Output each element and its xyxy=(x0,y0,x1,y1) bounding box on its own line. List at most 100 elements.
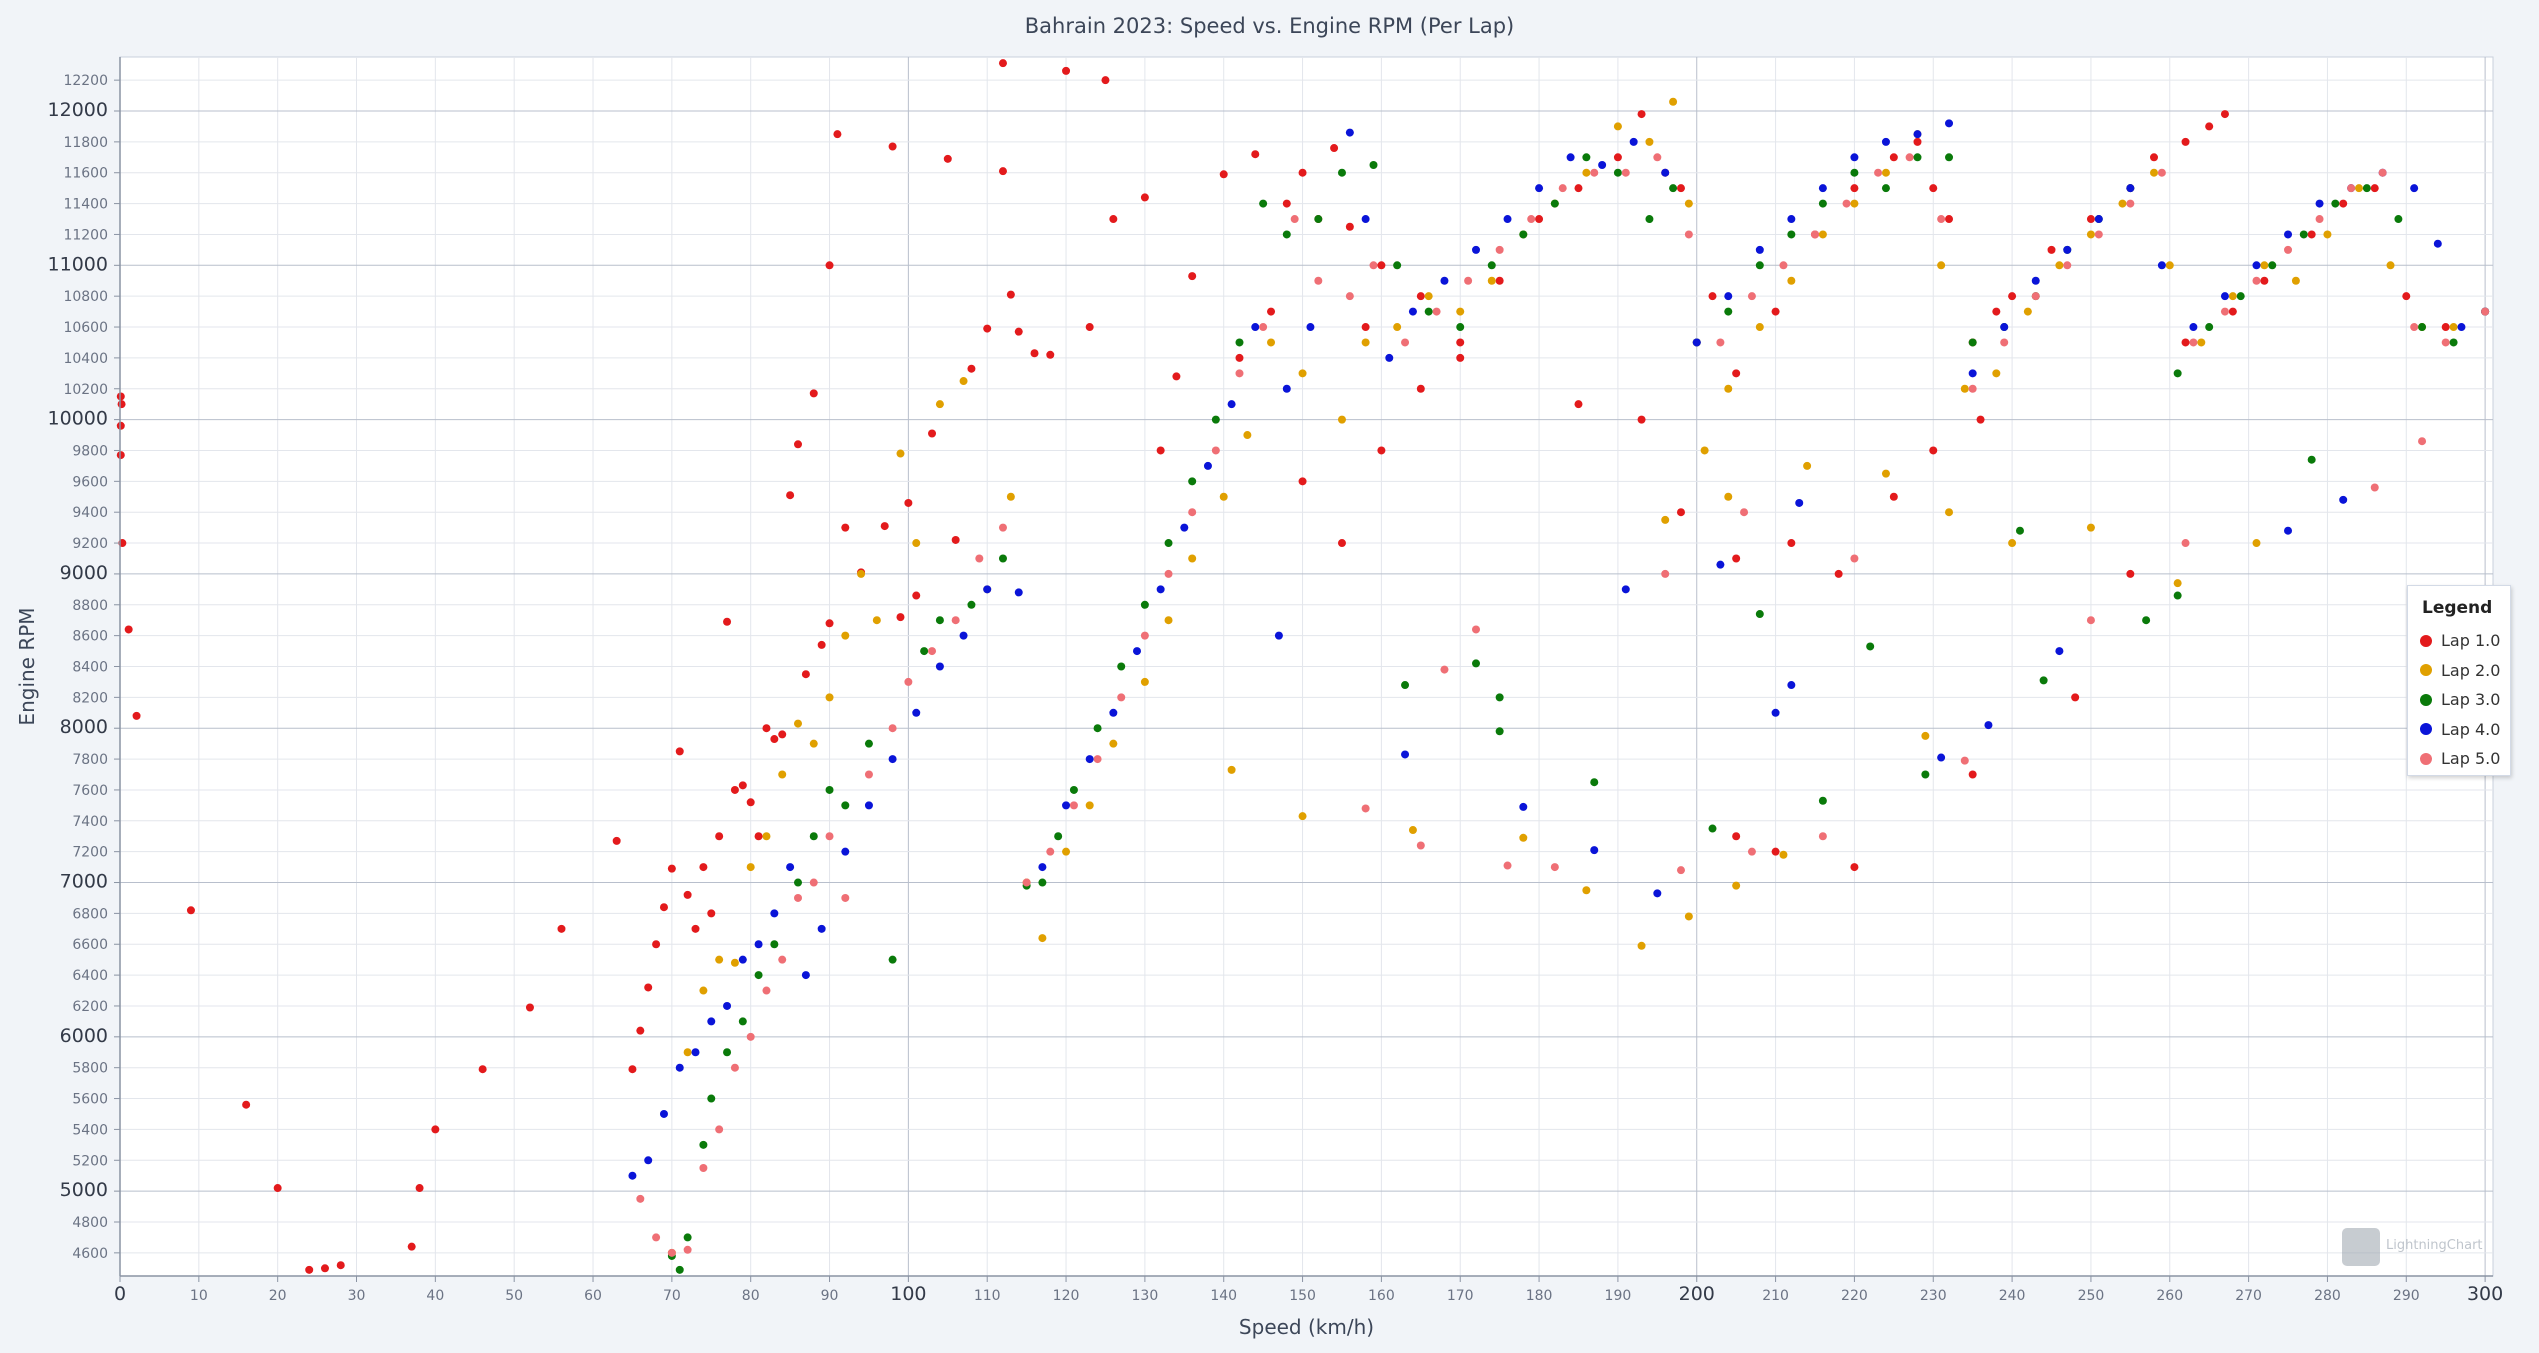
data-point xyxy=(1779,850,1788,859)
data-point xyxy=(794,878,802,887)
data-point xyxy=(1337,415,1346,424)
data-point xyxy=(746,1032,755,1041)
data-point xyxy=(715,955,724,964)
legend-swatch xyxy=(2420,664,2432,677)
data-point xyxy=(1219,492,1228,501)
data-point xyxy=(1716,560,1725,569)
data-point xyxy=(1164,539,1173,548)
x-tick-label: 290 xyxy=(2393,1288,2420,1304)
data-point xyxy=(1921,770,1930,779)
y-tick-label: 5200 xyxy=(72,1153,108,1169)
data-point xyxy=(2157,168,2166,177)
data-point xyxy=(1188,477,1197,486)
data-point xyxy=(841,801,850,810)
data-point xyxy=(2252,539,2261,548)
y-tick-label: 12200 xyxy=(63,73,108,89)
data-point xyxy=(754,971,763,980)
data-point xyxy=(2362,184,2371,193)
data-point xyxy=(935,400,944,409)
data-point xyxy=(912,591,921,600)
data-point xyxy=(1755,245,1764,254)
data-point xyxy=(1771,847,1780,856)
data-point xyxy=(935,662,944,671)
data-point xyxy=(1188,508,1197,517)
data-point xyxy=(1613,153,1622,162)
data-point xyxy=(1140,677,1149,686)
data-point xyxy=(1850,168,1859,177)
x-tick-label: 70 xyxy=(663,1288,681,1304)
legend-items: Lap 1.0 Lap 2.0 Lap 3.0 Lap 4.0 Lap 5.0 xyxy=(2420,626,2510,774)
x-tick-label: 300 xyxy=(2467,1283,2503,1305)
data-point xyxy=(2205,323,2214,332)
data-point xyxy=(809,389,818,398)
data-point xyxy=(2228,307,2237,316)
data-point xyxy=(2181,137,2190,146)
data-point xyxy=(116,392,125,401)
y-tick-label: 6800 xyxy=(72,906,108,922)
data-point xyxy=(305,1265,314,1274)
data-point xyxy=(1590,168,1599,177)
data-point xyxy=(1456,338,1465,347)
data-point xyxy=(1929,184,1938,193)
data-point xyxy=(1109,708,1118,717)
data-point xyxy=(920,647,929,656)
data-point xyxy=(723,617,732,626)
legend-item[interactable]: Lap 4.0 xyxy=(2420,715,2510,745)
data-point xyxy=(2173,579,2182,588)
data-point xyxy=(2094,215,2103,224)
data-point xyxy=(778,770,787,779)
data-point xyxy=(2331,199,2340,208)
data-point xyxy=(2252,276,2261,285)
data-point xyxy=(1377,446,1386,455)
series-lap-5 xyxy=(636,153,2490,1257)
y-tick-label: 11600 xyxy=(63,166,108,182)
data-point xyxy=(983,585,992,594)
data-point xyxy=(1960,756,1969,765)
data-point xyxy=(1456,323,1465,332)
data-point xyxy=(1582,168,1591,177)
data-point xyxy=(809,832,818,841)
data-point xyxy=(715,832,724,841)
data-point xyxy=(912,708,921,717)
data-point xyxy=(1968,384,1977,393)
data-point xyxy=(2299,230,2308,239)
legend-item[interactable]: Lap 1.0 xyxy=(2420,626,2510,656)
data-point xyxy=(1472,659,1480,668)
data-point xyxy=(2086,523,2095,532)
data-point xyxy=(1771,708,1780,717)
y-tick-label: 9000 xyxy=(60,562,108,584)
data-point xyxy=(1014,588,1023,597)
data-point xyxy=(1140,631,1149,640)
data-point xyxy=(1117,693,1126,702)
data-point xyxy=(644,1156,653,1165)
data-point xyxy=(1424,307,1433,316)
data-point xyxy=(730,785,739,794)
data-point xyxy=(730,1063,739,1072)
legend-item[interactable]: Lap 3.0 xyxy=(2420,685,2510,715)
x-tick-label: 220 xyxy=(1841,1288,1868,1304)
data-point xyxy=(1889,492,1898,501)
legend-swatch xyxy=(2420,634,2432,647)
data-point xyxy=(2386,261,2395,270)
y-tick-label: 9800 xyxy=(72,443,108,459)
data-point xyxy=(1298,369,1307,378)
data-point xyxy=(1030,349,1039,358)
data-point xyxy=(1755,610,1764,619)
y-tick-label: 9200 xyxy=(72,536,108,552)
data-point xyxy=(1006,290,1015,299)
data-point xyxy=(2481,307,2490,316)
data-point xyxy=(683,890,692,899)
legend-item[interactable]: Lap 5.0 xyxy=(2420,744,2510,774)
data-point xyxy=(1243,431,1252,440)
data-point xyxy=(2157,261,2166,270)
data-point xyxy=(644,983,653,992)
legend-item[interactable]: Lap 2.0 xyxy=(2420,656,2510,686)
data-point xyxy=(1676,184,1685,193)
data-point xyxy=(1645,137,1654,146)
data-point xyxy=(1945,153,1954,162)
data-point xyxy=(699,1140,708,1149)
y-tick-label: 11400 xyxy=(63,197,108,213)
data-point xyxy=(2008,539,2017,548)
data-point xyxy=(699,986,708,995)
data-point xyxy=(1298,477,1307,486)
